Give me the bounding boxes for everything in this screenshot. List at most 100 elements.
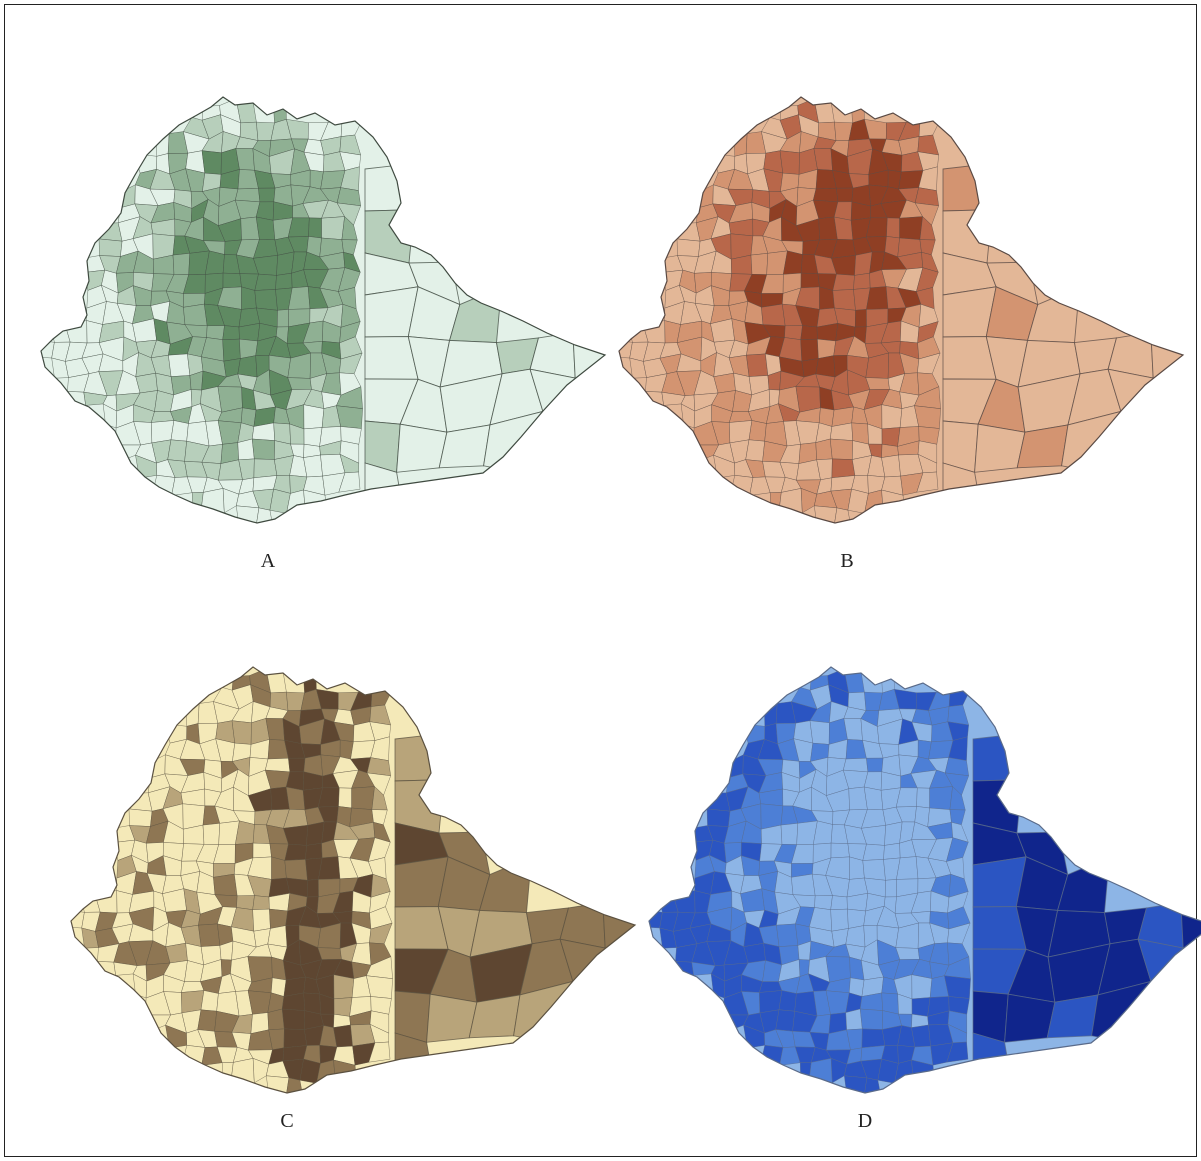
district-region: [845, 1008, 863, 1031]
district-region: [254, 289, 278, 311]
district-region: [763, 703, 778, 727]
district-regions: [649, 668, 1201, 1093]
district-region: [206, 325, 225, 340]
district-region: [780, 823, 799, 845]
district-region: [201, 150, 222, 175]
district-region: [267, 1008, 285, 1031]
district-region: [254, 273, 277, 291]
district-region: [572, 331, 605, 380]
district-region: [972, 732, 1023, 782]
district-region: [197, 1009, 217, 1032]
district-region: [172, 253, 191, 275]
district-region: [881, 404, 903, 430]
district-region: [645, 391, 664, 406]
district-region: [281, 1008, 305, 1030]
district-region: [830, 895, 848, 910]
district-region: [860, 1045, 886, 1062]
district-region: [914, 405, 941, 429]
district-region: [769, 492, 782, 513]
district-region: [831, 458, 856, 479]
district-region: [836, 187, 854, 203]
district-region: [854, 309, 867, 328]
country-outline: [40, 96, 607, 524]
district-region: [231, 720, 252, 745]
district-region: [234, 187, 261, 203]
district-region: [394, 732, 445, 782]
district-region: [865, 377, 890, 390]
country-outline: [70, 666, 637, 1094]
district-region: [602, 901, 635, 950]
district-region: [67, 391, 86, 406]
choropleth-map-c: [70, 666, 637, 1094]
district-region: [303, 454, 323, 478]
district-regions: [71, 668, 635, 1093]
district-region: [676, 238, 701, 257]
district-region: [170, 420, 189, 442]
district-region: [911, 974, 933, 1000]
district-region: [814, 505, 838, 523]
map-panel-c: [65, 655, 645, 1105]
district-region: [750, 253, 769, 275]
district-region: [202, 823, 221, 845]
map-panel-a: [35, 85, 615, 535]
district-region: [252, 475, 278, 492]
figure-frame: A B C D: [4, 4, 1201, 1157]
district-region: [276, 309, 289, 328]
district-region: [791, 873, 816, 897]
district-region: [255, 216, 276, 241]
district-region: [929, 786, 953, 810]
district-region: [862, 843, 885, 861]
district-region: [317, 947, 342, 960]
district-region: [236, 505, 260, 523]
district-region: [845, 925, 866, 948]
district-region: [812, 187, 839, 203]
district-region: [237, 355, 258, 378]
district-region: [222, 272, 242, 289]
district-region: [264, 757, 291, 773]
district-region: [284, 843, 307, 861]
district-region: [759, 990, 783, 1014]
district-region: [911, 997, 931, 1017]
panel-label-a: A: [260, 550, 276, 572]
country-outline: [618, 96, 1185, 524]
district-region: [283, 1028, 308, 1049]
district-region: [333, 997, 353, 1017]
district-region: [258, 187, 276, 203]
district-region: [911, 1024, 931, 1048]
district-region: [800, 338, 819, 362]
country-outline: [648, 666, 1201, 1094]
district-region: [236, 895, 255, 910]
district-region: [366, 757, 391, 777]
district-regions: [41, 98, 605, 523]
district-region: [364, 162, 415, 212]
district-region: [946, 1041, 969, 1063]
district-region: [779, 150, 800, 175]
district-region: [351, 786, 375, 810]
district-region: [829, 438, 853, 460]
district-region: [883, 842, 901, 860]
district-region: [183, 303, 208, 327]
district-region: [321, 216, 345, 240]
district-region: [288, 286, 311, 310]
district-region: [271, 856, 287, 880]
district-region: [251, 438, 275, 460]
district-region: [167, 439, 187, 462]
district-region: [942, 162, 993, 212]
district-region: [288, 757, 306, 773]
district-region: [833, 216, 854, 241]
district-region: [881, 427, 901, 447]
district-region: [253, 458, 278, 479]
district-region: [861, 1028, 886, 1049]
district-region: [819, 286, 835, 310]
map-panel-d: [643, 655, 1201, 1105]
district-region: [308, 217, 322, 239]
panel-label-c: C: [280, 1110, 294, 1132]
district-region: [862, 859, 886, 881]
district-region: [675, 961, 694, 976]
district-region: [221, 1062, 234, 1083]
district-region: [830, 842, 850, 859]
district-region: [97, 961, 116, 976]
district-region: [200, 990, 219, 1012]
choropleth-map-b: [618, 96, 1185, 524]
district-region: [252, 842, 272, 859]
